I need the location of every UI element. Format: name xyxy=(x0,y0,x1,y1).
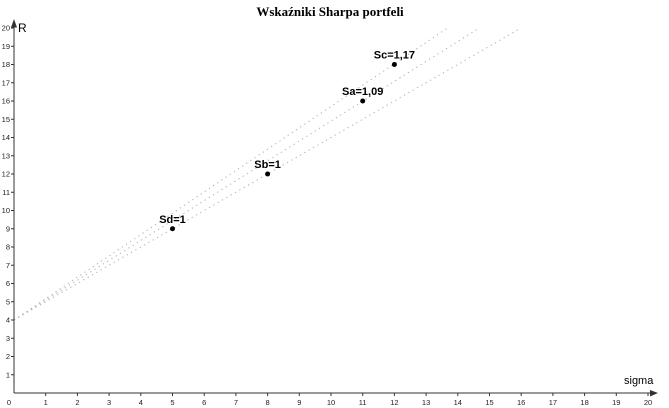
x-tick-label: 16 xyxy=(517,398,525,407)
x-tick-label: 1 xyxy=(44,398,48,407)
y-tick-label: 3 xyxy=(6,334,10,343)
y-tick-label: 17 xyxy=(2,78,10,87)
sharpe-line-1.17 xyxy=(13,27,448,321)
x-tick-label: 17 xyxy=(549,398,557,407)
x-tick-label: 12 xyxy=(390,398,398,407)
x-tick-label: 5 xyxy=(170,398,174,407)
x-tick-label: 10 xyxy=(327,398,335,407)
x-tick-label: 15 xyxy=(485,398,493,407)
y-tick-label: 6 xyxy=(6,279,10,288)
x-tick-label: 7 xyxy=(234,398,238,407)
y-axis-arrow-icon xyxy=(11,19,17,28)
x-tick-label: 18 xyxy=(580,398,588,407)
y-tick-label: 2 xyxy=(6,352,10,361)
x-tick-label: 8 xyxy=(266,398,270,407)
y-tick-label: 9 xyxy=(6,224,10,233)
y-tick-label: 8 xyxy=(6,243,10,252)
x-tick-label: 2 xyxy=(75,398,79,407)
point-label: Sb=1 xyxy=(254,159,281,171)
y-tick-label: 7 xyxy=(6,261,10,270)
x-tick-label: 19 xyxy=(612,398,620,407)
x-tick-label: 20 xyxy=(644,398,652,407)
x-tick-label: 11 xyxy=(359,398,367,407)
x-tick-label: 9 xyxy=(297,398,301,407)
x-axis-arrow-icon xyxy=(650,390,658,397)
y-axis-label: R xyxy=(18,21,27,35)
x-tick-label: 13 xyxy=(422,398,430,407)
x-axis-label: sigma xyxy=(624,375,654,387)
data-point xyxy=(170,226,175,232)
data-point xyxy=(391,62,397,67)
data-point xyxy=(265,171,271,177)
y-tick-label: 1 xyxy=(6,370,10,379)
y-tick-label: 5 xyxy=(6,297,10,306)
data-point xyxy=(360,98,366,104)
y-tick-label: 4 xyxy=(6,316,10,325)
y-tick-label: 15 xyxy=(2,115,10,124)
point-label: Sd=1 xyxy=(159,214,186,226)
y-tick-label: 10 xyxy=(2,206,10,215)
y-tick-label: 20 xyxy=(2,24,10,33)
y-tick-label: 16 xyxy=(2,97,10,106)
point-label: Sa=1,09 xyxy=(342,86,383,98)
x-tick-label: 6 xyxy=(202,398,206,407)
y-tick-label: 11 xyxy=(2,188,10,197)
x-tick-label: 14 xyxy=(454,398,462,407)
y-tick-label: 14 xyxy=(2,133,10,142)
point-label: Sc=1,17 xyxy=(374,50,415,62)
chart-title: Wskaźniki Sharpa portfeli xyxy=(256,4,404,19)
x-tick-label: 3 xyxy=(107,398,111,407)
y-tick-label: 12 xyxy=(2,170,10,179)
x-tick-label: 4 xyxy=(139,398,143,407)
sharpe-line-1.09 xyxy=(13,27,480,321)
origin-label: 0 xyxy=(7,398,11,407)
y-tick-label: 19 xyxy=(2,42,10,51)
y-tick-label: 18 xyxy=(2,60,10,69)
y-tick-label: 13 xyxy=(2,151,10,160)
